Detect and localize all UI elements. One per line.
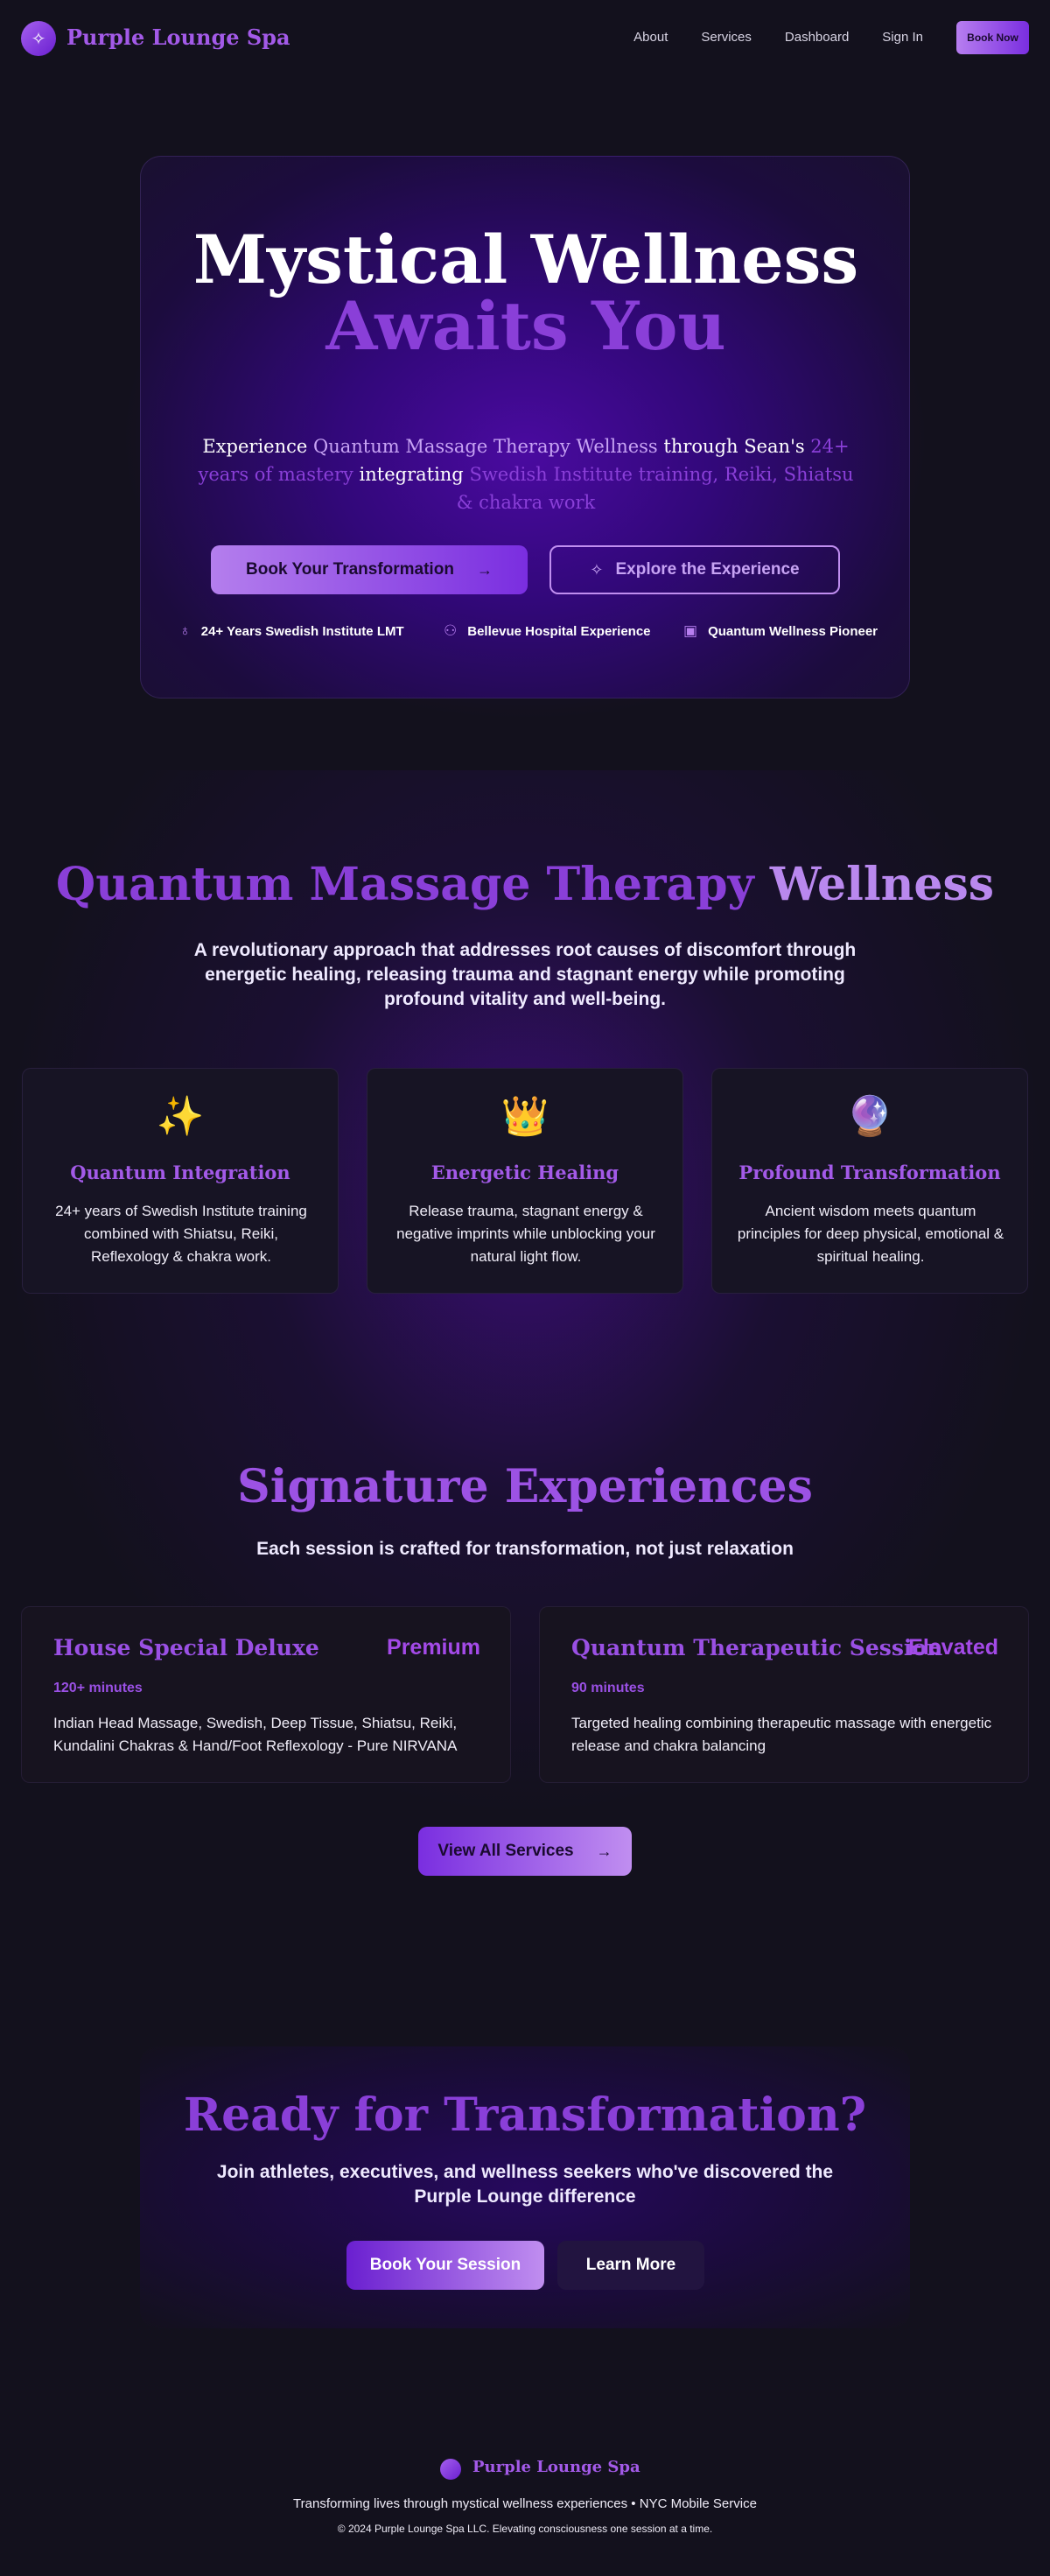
hero-title-line1: Mystical Wellness — [192, 221, 859, 298]
hero-card: Mystical Wellness Awaits You Experience … — [140, 156, 910, 698]
view-all-services-label: View All Services — [438, 1842, 574, 1860]
arrow-right-icon: → — [596, 1842, 612, 1860]
quantum-title-main: Quantum Massage Therapy — [55, 858, 770, 911]
credential-label: Bellevue Hospital Experience — [467, 623, 651, 639]
crystal-ball-icon: 🔮 — [845, 1095, 894, 1138]
cta-title: Ready for Transformation? — [183, 2088, 867, 2142]
sparkles-icon: ✧ — [590, 560, 604, 579]
award-icon: ♁ — [179, 622, 191, 639]
nav-link-about[interactable]: About — [634, 30, 668, 45]
credential-label: 24+ Years Swedish Institute LMT — [200, 623, 404, 639]
nav-link-services[interactable]: Services — [701, 30, 752, 45]
sparkles-icon: ✨ — [156, 1095, 205, 1138]
service-tier-badge: Premium — [387, 1635, 480, 1660]
service-description: Indian Head Massage, Swedish, Deep Tissu… — [53, 1715, 458, 1754]
hero-subtitle-highlight: Quantum Massage Therapy Wellness — [312, 436, 658, 457]
service-name: House Special Deluxe — [53, 1635, 319, 1660]
footer-logo-icon — [440, 2459, 461, 2480]
service-duration: 120+ minutes — [53, 1681, 143, 1695]
hero-subtitle-text: Experience — [202, 436, 313, 457]
hero-title-line2: Awaits You — [326, 287, 726, 365]
explore-experience-button[interactable]: ✧ Explore the Experience — [550, 545, 840, 594]
feature-card: 🔮 Profound Transformation Ancient wisdom… — [711, 1068, 1028, 1294]
credential-item: ⚇ Bellevue Hospital Experience — [444, 622, 651, 640]
quantum-subtitle: A revolutionary approach that addresses … — [193, 940, 857, 1009]
feature-card: ✨ Quantum Integration 24+ years of Swedi… — [22, 1068, 339, 1294]
hero-subtitle-text: integrating — [353, 464, 470, 485]
service-name: Quantum Therapeutic Session — [571, 1635, 943, 1660]
signature-subtitle: Each session is crafted for transformati… — [256, 1539, 794, 1559]
learn-more-button[interactable]: Learn More — [557, 2241, 704, 2290]
book-transformation-button[interactable]: Book Your Transformation → — [211, 545, 528, 594]
cta-section: Ready for Transformation? Join athletes,… — [140, 2046, 910, 2328]
explore-experience-label: Explore the Experience — [615, 560, 800, 579]
service-description: Targeted healing combining therapeutic m… — [571, 1715, 992, 1754]
footer-tagline: Transforming lives through mystical well… — [293, 2496, 757, 2511]
top-nav: ✧ Purple Lounge Spa About Services Dashb… — [0, 0, 1050, 77]
calendar-icon: ▣ — [683, 622, 698, 639]
nav-link-dashboard[interactable]: Dashboard — [784, 30, 850, 45]
service-card[interactable]: House Special Deluxe Premium 120+ minute… — [21, 1606, 511, 1783]
feature-card-text: Release trauma, stagnant energy & negati… — [396, 1203, 655, 1265]
signature-section-title: Signature Experiences — [237, 1460, 813, 1513]
service-card[interactable]: Quantum Therapeutic Session Elevated 90 … — [539, 1606, 1029, 1783]
book-now-button[interactable]: Book Now — [956, 21, 1029, 54]
feature-card: 👑 Energetic Healing Release trauma, stag… — [367, 1068, 683, 1294]
feature-card-text: 24+ years of Swedish Institute training … — [55, 1203, 307, 1265]
hero-subtitle-highlight: 24+ years of mastery — [198, 436, 850, 485]
hero-subtitle-text: through Sean's — [657, 436, 811, 457]
users-icon: ⚇ — [444, 622, 458, 639]
nav-links: About Services Dashboard Sign In Book No… — [634, 21, 1029, 54]
arrow-right-icon: → — [476, 560, 493, 579]
brand-name[interactable]: Purple Lounge Spa — [66, 25, 290, 50]
book-transformation-label: Book Your Transformation — [246, 560, 454, 579]
sparkles-logo-icon[interactable]: ✧ — [21, 21, 56, 56]
feature-card-text: Ancient wisdom meets quantum principles … — [737, 1203, 1004, 1265]
footer-copyright: © 2024 Purple Lounge Spa LLC. Elevating … — [337, 2523, 713, 2535]
feature-card-title: Energetic Healing — [430, 1162, 620, 1183]
nav-link-sign-in[interactable]: Sign In — [882, 30, 923, 45]
hero-subtitle-highlight: Swedish Institute training, Reiki, Shiat… — [456, 464, 854, 513]
book-session-button[interactable]: Book Your Session — [346, 2241, 544, 2290]
feature-card-title: Quantum Integration — [70, 1162, 290, 1183]
quantum-section-title: Quantum Massage Therapy Wellness — [0, 858, 1050, 911]
hero-subtitle: Experience Quantum Massage Therapy Welln… — [193, 432, 858, 516]
cta-subtitle: Join athletes, executives, and wellness … — [216, 2162, 834, 2207]
credential-item: ▣ Quantum Wellness Pioneer — [683, 622, 878, 640]
credential-item: ♁ 24+ Years Swedish Institute LMT — [179, 622, 404, 640]
quantum-title-accent: Wellness — [769, 858, 995, 911]
service-tier-badge: Elevated — [908, 1635, 998, 1660]
crown-icon: 👑 — [500, 1095, 550, 1138]
footer-brand: Purple Lounge Spa — [472, 2458, 640, 2476]
credential-label: Quantum Wellness Pioneer — [708, 623, 878, 639]
service-duration: 90 minutes — [571, 1681, 645, 1695]
feature-card-title: Profound Transformation — [738, 1162, 1001, 1183]
view-all-services-button[interactable]: View All Services → — [418, 1827, 632, 1876]
